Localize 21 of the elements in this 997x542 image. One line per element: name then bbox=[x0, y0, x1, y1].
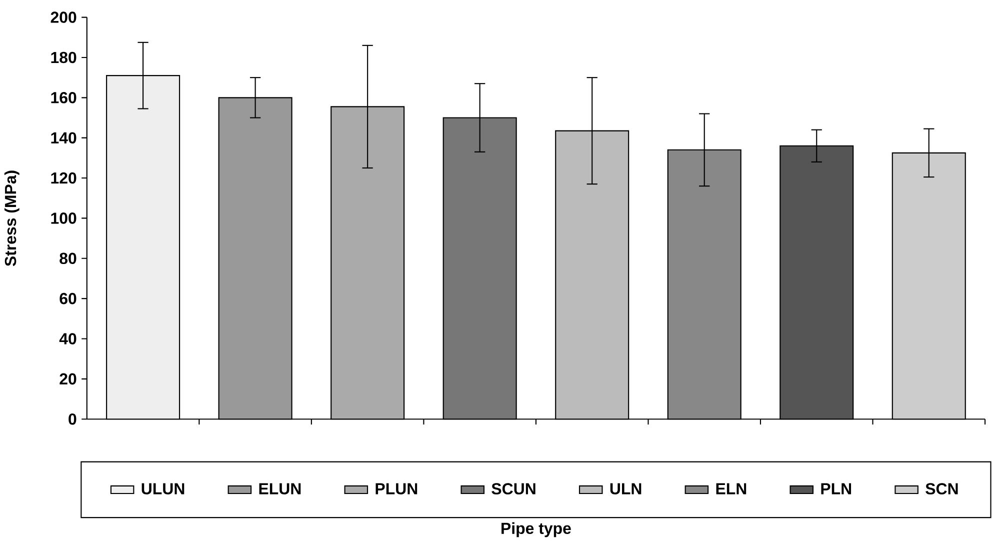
y-tick-label: 60 bbox=[60, 293, 76, 304]
y-tick-label: 160 bbox=[51, 92, 76, 104]
legend-label: SCN bbox=[926, 483, 958, 495]
legend-label: ELN bbox=[716, 483, 746, 494]
y-tick-label: 0 bbox=[68, 414, 76, 425]
y-tick-label: 80 bbox=[60, 252, 76, 264]
y-tick-label: 120 bbox=[51, 172, 76, 184]
legend-label: ULN bbox=[610, 483, 642, 495]
y-tick-label: 140 bbox=[51, 132, 76, 144]
legend-label: SCUN bbox=[492, 483, 536, 495]
y-tick-label: 20 bbox=[60, 373, 76, 385]
y-tick-label: 180 bbox=[51, 52, 76, 64]
legend-label: ELUN bbox=[259, 483, 301, 495]
legend-label: ULUN bbox=[142, 483, 184, 495]
y-axis-title: Stress (MPa) bbox=[4, 170, 20, 266]
text: Pipe type bbox=[502, 522, 571, 538]
y-tick-label: 100 bbox=[51, 212, 76, 224]
y-tick-label: 200 bbox=[50, 12, 76, 24]
legend-label: PLN bbox=[821, 483, 852, 494]
y-tick-label: 40 bbox=[59, 333, 76, 345]
legend-label: PLUN bbox=[376, 483, 418, 495]
